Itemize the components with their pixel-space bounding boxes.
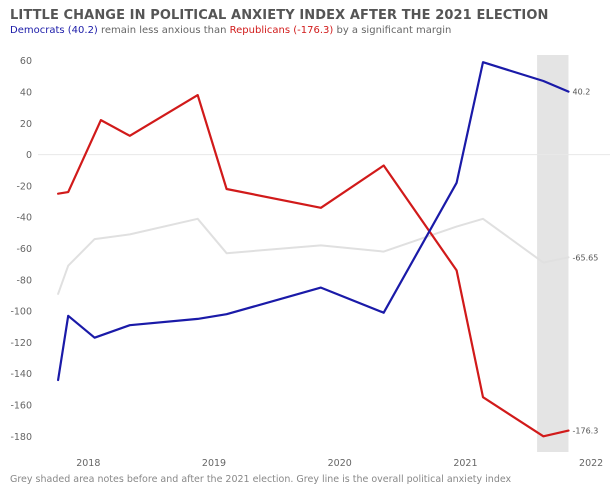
subtitle-democrats: Democrats (40.2) [10, 25, 98, 36]
series-line-overall [57, 217, 570, 295]
end-label-democrats: 40.2 [573, 88, 591, 97]
y-tick-label: 60 [20, 56, 32, 67]
subtitle-middle: remain less anxious than [97, 25, 230, 36]
election-shaded-region [537, 55, 569, 452]
series-line-democrats [57, 61, 570, 382]
y-tick-label: -100 [10, 307, 32, 318]
y-tick-label: 0 [26, 150, 32, 161]
chart-footnote: Grey shaded area notes before and after … [10, 474, 512, 485]
y-tick-label: -60 [16, 244, 32, 255]
x-tick-label: 2019 [202, 458, 226, 469]
x-tick-label: 2022 [579, 458, 603, 469]
y-tick-label: -120 [10, 338, 32, 349]
y-tick-label: 40 [20, 87, 32, 98]
y-tick-label: -140 [10, 369, 32, 380]
series-line-republicans [57, 94, 570, 438]
x-tick-label: 2018 [76, 458, 100, 469]
x-tick-label: 2021 [453, 458, 477, 469]
y-tick-label: -20 [16, 181, 32, 192]
y-tick-label: 20 [20, 119, 32, 130]
subtitle-end: by a significant margin [333, 25, 452, 36]
x-tick-label: 2020 [328, 458, 352, 469]
y-tick-label: -80 [16, 275, 32, 286]
y-tick-label: -180 [10, 432, 32, 443]
y-tick-label: -160 [10, 401, 32, 412]
chart-subtitle: Democrats (40.2) remain less anxious tha… [10, 25, 451, 36]
chart-title: LITTLE CHANGE IN POLITICAL ANXIETY INDEX… [10, 8, 549, 23]
y-tick-label: -40 [16, 213, 32, 224]
subtitle-republicans: Republicans (-176.3) [229, 25, 334, 36]
end-label-republicans: -176.3 [573, 427, 599, 436]
end-label-overall: -65.65 [573, 253, 599, 262]
